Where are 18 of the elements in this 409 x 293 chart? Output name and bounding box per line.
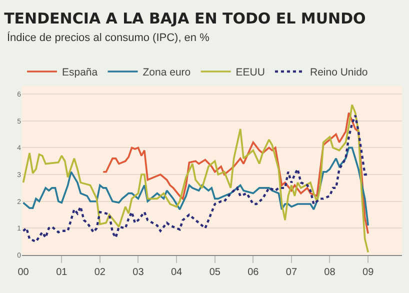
legend-label: España [62, 66, 98, 79]
legend-label: EEUU [236, 66, 265, 79]
x-tick-label: 09 [362, 267, 374, 278]
x-tick-label: 03 [132, 267, 144, 278]
chart-title: TENDENCIA A LA BAJA EN TODO EL MUNDO [4, 10, 366, 28]
x-tick-label: 06 [248, 267, 260, 278]
line-series [102, 112, 370, 234]
x-tick-label: 08 [324, 267, 336, 278]
chart-subtitle: Índice de precios al consumo (IPC), en % [7, 31, 210, 44]
x-tick-label: 05 [209, 267, 221, 278]
legend-label: Reino Unido [310, 66, 368, 79]
line-series [22, 146, 370, 226]
x-tick-label: 00 [18, 267, 30, 278]
x-tick-label: 04 [170, 267, 182, 278]
legend-label: Zona euro [142, 66, 191, 79]
x-tick-label: 07 [286, 267, 298, 278]
x-tick-label: 01 [56, 267, 68, 278]
x-tick-label: 02 [94, 267, 106, 278]
